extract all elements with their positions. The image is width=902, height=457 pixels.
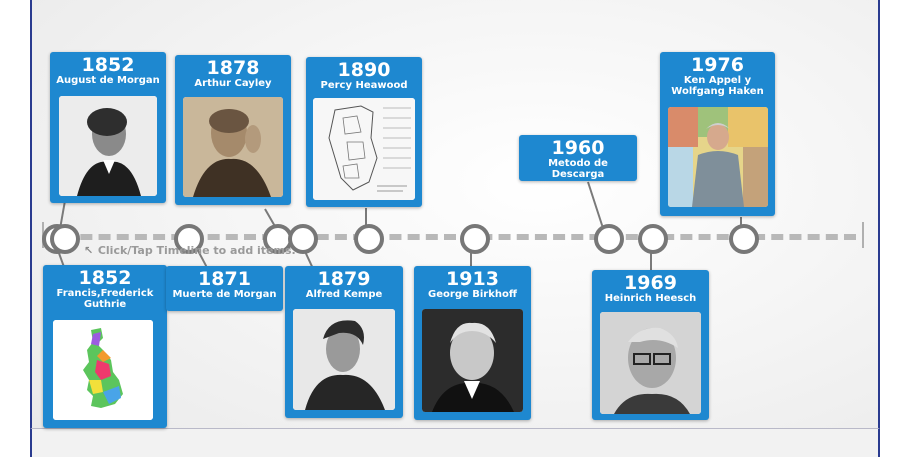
event-label: Alfred Kempe [305,289,383,300]
event-year: 1871 [198,268,251,290]
event-year: 1890 [337,59,391,81]
event-year: 1969 [624,272,677,294]
bottom-bar [30,428,880,457]
event-card-percy-heawood[interactable]: 1890 Percy Heawood [306,57,422,207]
timeline-node[interactable] [354,224,384,254]
map-image [53,320,153,420]
pointer-arrow-icon: ↖ [84,244,94,257]
timeline-node[interactable] [288,224,318,254]
portrait-image [293,309,395,410]
portrait-image [183,97,283,197]
event-year: 1960 [551,137,605,159]
timeline-node[interactable] [594,224,624,254]
event-label: Ken Appel y Wolfgang Haken [671,75,764,97]
photo-image [668,107,768,207]
event-card-arthur-cayley[interactable]: 1878 Arthur Cayley [175,55,291,205]
event-card-heinrich-heesch[interactable]: 1969 Heinrich Heesch [592,270,709,420]
event-year: 1976 [691,54,744,76]
event-label: Heinrich Heesch [604,293,697,304]
event-card-alfred-kempe[interactable]: 1879 Alfred Kempe [285,266,403,418]
portrait-image [600,312,701,414]
event-card-metodo-de-descarga[interactable]: 1960 Metodo de Descarga [519,135,637,181]
event-card-muerte-de-morgan[interactable]: 1871 Muerte de Morgan [166,266,283,311]
event-label: Muerte de Morgan [172,289,277,300]
event-card-george-birkhoff[interactable]: 1913 George Birkhoff [414,266,531,420]
event-label: Arthur Cayley [194,78,272,89]
event-label: Percy Heawood [320,80,408,91]
timeline-node[interactable] [729,224,759,254]
event-year: 1913 [446,268,499,290]
event-label: August de Morgan [56,75,160,86]
portrait-image [422,309,523,412]
event-year: 1852 [81,54,135,76]
portrait-image [59,96,157,196]
timeline-node[interactable] [50,224,80,254]
timeline-node[interactable] [460,224,490,254]
timeline-node[interactable] [174,224,204,254]
timeline-end-tick [862,222,864,248]
event-card-francis-guthrie[interactable]: 1852 Francis,Frederick Guthrie [43,265,167,428]
add-items-hint: ↖ Click/Tap Timeline to add items. [84,244,296,257]
map-sketch-image [313,98,415,200]
event-year: 1879 [317,268,371,290]
event-year: 1852 [78,267,132,289]
event-label: George Birkhoff [428,289,517,300]
timeline-node[interactable] [638,224,668,254]
event-label: Francis,Frederick Guthrie [56,288,154,310]
event-card-appel-haken[interactable]: 1976 Ken Appel y Wolfgang Haken [660,52,775,216]
event-label: Metodo de Descarga [548,158,608,180]
timeline-axis[interactable] [44,234,856,240]
event-year: 1878 [206,57,260,79]
event-card-august-de-morgan[interactable]: 1852 August de Morgan [50,52,166,203]
